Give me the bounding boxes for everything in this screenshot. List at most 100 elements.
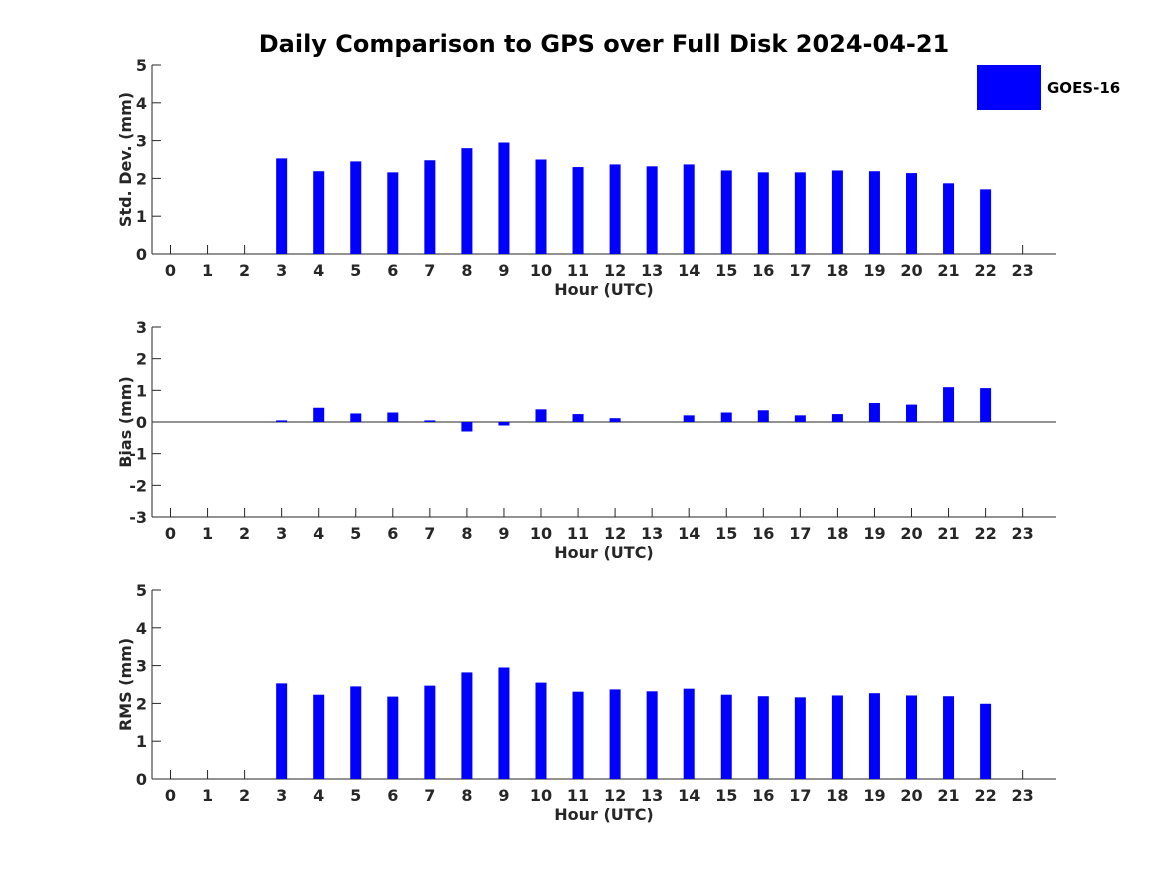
std-dev-bar-hour-21	[943, 183, 955, 254]
rms-xtick-label: 21	[937, 786, 959, 805]
rms-bar-hour-4	[313, 694, 325, 779]
rms-xtick-label: 10	[530, 786, 552, 805]
bias-bar-hour-8	[461, 422, 473, 432]
bias-bar-hour-18	[831, 414, 843, 422]
rms-bar-hour-21	[943, 696, 955, 779]
rms-xtick-label: 16	[752, 786, 774, 805]
bias-bar-hour-22	[980, 388, 992, 422]
bias-bar-hour-14	[683, 415, 695, 422]
bias-xtick-label: 16	[752, 524, 774, 543]
std-dev-bar-hour-18	[831, 170, 843, 254]
std-dev-xtick-label: 1	[202, 261, 213, 280]
bias-xtick-label: 2	[239, 524, 250, 543]
std-dev-xtick-label: 5	[350, 261, 361, 280]
std-dev-xtick-label: 17	[789, 261, 811, 280]
bias-xtick-label: 11	[567, 524, 589, 543]
std-dev-xtick-label: 18	[826, 261, 848, 280]
bias-xtick-label: 13	[641, 524, 663, 543]
bias-xtick-label: 4	[313, 524, 324, 543]
std-dev-xtick-label: 9	[498, 261, 509, 280]
bias-xtick-label: 9	[498, 524, 509, 543]
std-dev-ytick-label: 0	[136, 245, 147, 264]
bias-xtick-label: 1	[202, 524, 213, 543]
rms-xtick-label: 9	[498, 786, 509, 805]
bias-bar-hour-19	[868, 403, 880, 422]
rms-bar-hour-20	[906, 695, 917, 779]
rms-x-axis-label: Hour (UTC)	[554, 805, 654, 824]
std-dev-xtick-label: 15	[715, 261, 737, 280]
bias-bar-hour-20	[906, 404, 917, 422]
rms-bar-hour-18	[831, 695, 843, 779]
legend-label: GOES-16	[1047, 79, 1120, 97]
bias-bar-hour-6	[387, 412, 399, 422]
bias-bar-hour-9	[498, 422, 510, 426]
rms-xtick-label: 13	[641, 786, 663, 805]
rms-bar-hour-6	[387, 696, 399, 779]
bias-xtick-label: 17	[789, 524, 811, 543]
rms-bar-hour-10	[535, 682, 547, 779]
bias-y-axis-label: Bias (mm)	[116, 376, 135, 468]
rms-bar-hour-17	[794, 697, 806, 779]
rms-xtick-label: 3	[276, 786, 287, 805]
std-dev-y-axis-label: Std. Dev. (mm)	[116, 92, 135, 227]
std-dev-xtick-label: 6	[387, 261, 398, 280]
std-dev-ytick-label: 3	[136, 132, 147, 151]
rms-xtick-label: 20	[900, 786, 922, 805]
std-dev-bar-hour-10	[535, 159, 547, 254]
bias-xtick-label: 23	[1012, 524, 1034, 543]
bias-xtick-label: 14	[678, 524, 700, 543]
bias-xtick-label: 19	[863, 524, 885, 543]
std-dev-ytick-label: 1	[136, 207, 147, 226]
std-dev-bar-hour-4	[313, 171, 325, 254]
bias-bar-hour-16	[757, 410, 769, 422]
rms-xtick-label: 18	[826, 786, 848, 805]
std-dev-bar-hour-3	[276, 158, 288, 254]
bias-xtick-label: 8	[461, 524, 472, 543]
bias-xtick-label: 6	[387, 524, 398, 543]
rms-xtick-label: 5	[350, 786, 361, 805]
rms-xtick-label: 0	[165, 786, 176, 805]
std-dev-bar-hour-13	[646, 166, 658, 254]
bias-bar-hour-21	[943, 387, 955, 422]
rms-bar-hour-13	[646, 691, 658, 779]
bias-bar-hour-7	[424, 420, 436, 422]
rms-xtick-label: 12	[604, 786, 626, 805]
bias-bar-hour-5	[350, 413, 362, 422]
rms-bar-hour-15	[720, 694, 732, 779]
rms-xtick-label: 14	[678, 786, 700, 805]
std-dev-xtick-label: 21	[937, 261, 959, 280]
rms-ytick-label: 1	[136, 732, 147, 751]
rms-bar-hour-22	[980, 703, 992, 779]
std-dev-bar-hour-22	[980, 189, 992, 254]
std-dev-x-axis-label: Hour (UTC)	[554, 280, 654, 299]
bias-ytick-label: 1	[136, 381, 147, 400]
rms-bar-hour-14	[683, 688, 695, 779]
rms-xtick-label: 7	[424, 786, 435, 805]
std-dev-bar-hour-11	[572, 167, 584, 254]
bias-bar-hour-10	[535, 409, 547, 422]
bias-xtick-label: 21	[937, 524, 959, 543]
bias-ytick-label: 2	[136, 350, 147, 369]
std-dev-bar-hour-12	[609, 164, 621, 254]
rms-ytick-label: 3	[136, 657, 147, 676]
rms-xtick-label: 23	[1012, 786, 1034, 805]
rms-xtick-label: 2	[239, 786, 250, 805]
bias-xtick-label: 10	[530, 524, 552, 543]
std-dev-xtick-label: 4	[313, 261, 324, 280]
std-dev-bar-hour-7	[424, 160, 436, 254]
bias-x-axis-label: Hour (UTC)	[554, 543, 654, 562]
rms-bar-hour-19	[868, 693, 880, 779]
std-dev-bar-hour-16	[757, 172, 769, 254]
std-dev-xtick-label: 19	[863, 261, 885, 280]
bias-xtick-label: 3	[276, 524, 287, 543]
rms-bar-hour-5	[350, 686, 362, 779]
std-dev-xtick-label: 7	[424, 261, 435, 280]
bias-xtick-label: 0	[165, 524, 176, 543]
rms-bar-hour-11	[572, 691, 584, 779]
bias-xtick-label: 5	[350, 524, 361, 543]
bias-bar-hour-15	[720, 412, 732, 422]
rms-xtick-label: 6	[387, 786, 398, 805]
std-dev-xtick-label: 20	[900, 261, 922, 280]
std-dev-bar-hour-17	[794, 172, 806, 254]
